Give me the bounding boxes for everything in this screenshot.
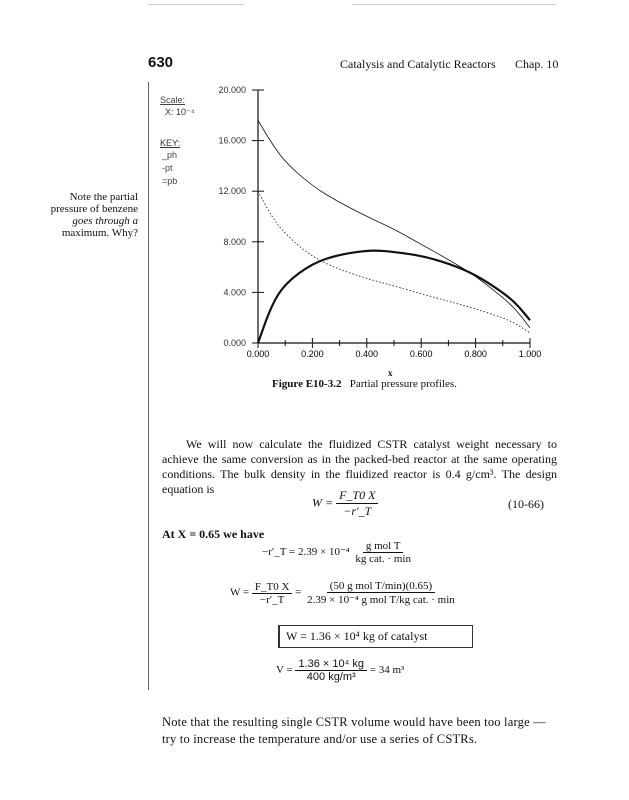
eq-denominator: 400 kg/m³ (306, 671, 356, 683)
eq-denominator: −r′_T (259, 593, 285, 606)
x-tick-label: 0.400 (356, 349, 379, 359)
series-line-ph (257, 191, 531, 334)
at-x-text: At X = 0.65 we have (162, 527, 265, 541)
legend-title: KEY: (160, 138, 181, 148)
eq-equals: = (295, 586, 302, 599)
x-tick-label: 0.000 (247, 349, 270, 359)
margin-note: Note the partial pressure of benzene goe… (10, 191, 138, 239)
y-tick-label: 0.000 (223, 338, 246, 348)
equation-number: (10-66) (508, 497, 544, 511)
margin-note-line: goes through a (72, 215, 138, 227)
y-tick-label: 20.000 (218, 85, 246, 95)
margin-rule (148, 82, 149, 690)
equation-10-66: W = F_T0 X −r′_T (312, 488, 379, 519)
eq-numerator: (50 g mol T/min)(0.65) (326, 580, 436, 593)
series-line-pb (256, 249, 531, 344)
series-line-pt (257, 120, 531, 329)
legend-entry-ph: _ph (162, 150, 178, 160)
page-number: 630 (148, 54, 174, 71)
y-tick-label: 4.000 (223, 287, 246, 297)
eq-lhs: −r′_T = 2.39 × 10⁻⁴ (262, 546, 350, 559)
eq-lhs: W = (230, 586, 250, 599)
volume-equation: V = 1.36 × 10⁴ kg 400 kg/m³ = 34 m³ (276, 658, 404, 683)
eq-numerator: F_T0 X (251, 581, 293, 594)
weight-calc-equation: W = F_T0 X −r′_T = (50 g mol T/min)(0.65)… (230, 580, 458, 606)
running-title: Catalysis and Catalytic Reactors (340, 57, 496, 71)
y-tick-label: 16.000 (218, 136, 246, 146)
paragraph: We will now calculate the fluidized CSTR… (162, 437, 557, 496)
eq-lhs: V = (276, 664, 293, 677)
x-tick-label: 0.200 (301, 349, 324, 359)
figure-label: Figure E10-3.2 (272, 378, 342, 390)
result-box: W = 1.36 × 10⁴ kg of catalyst (278, 625, 473, 648)
top-rule (148, 4, 244, 5)
chart-scale-value: X: 10⁻⁴ (165, 107, 195, 117)
y-tick-label: 8.000 (223, 237, 246, 247)
y-tick-label: 12.000 (218, 186, 246, 196)
x-tick-label: 0.600 (410, 349, 433, 359)
eq-denominator: −r′_T (343, 504, 372, 518)
eq-numerator: g mol T (362, 540, 404, 553)
legend-entry-pb: =pb (162, 176, 178, 186)
figure-caption-text: Partial pressure profiles. (349, 378, 457, 390)
eq-rhs: = 34 m³ (369, 664, 405, 677)
paragraph: Note that the resulting single CSTR volu… (162, 715, 546, 746)
eq-denominator: kg cat. · min (355, 553, 411, 565)
legend-entry-pt: -pt (162, 163, 173, 173)
partial-pressure-chart: 0.000 0.200 0.400 0.600 0.800 1.000 0.000 4.000… (218, 85, 542, 359)
eq-numerator: 1.36 × 10⁴ kg (295, 658, 368, 671)
top-rule (352, 4, 556, 5)
eq-denominator: 2.39 × 10⁻⁴ g mol T/kg cat. · min (307, 594, 455, 606)
eq-lhs: W = (312, 495, 334, 510)
x-tick-label: 1.000 (519, 349, 542, 359)
figure-caption: Figure E10-3.2 Partial pressure profiles… (272, 378, 457, 390)
x-axis-label: x (388, 368, 393, 378)
x-tick-label: 0.800 (464, 349, 487, 359)
chart-scale-label: Scale: (160, 95, 186, 105)
margin-note-line: Note the partial (69, 191, 138, 203)
eq-numerator: F_T0 X (336, 488, 379, 504)
margin-note-line: pressure of benzene (50, 203, 138, 215)
chapter-label: Chap. 10 (515, 57, 559, 71)
margin-note-line: maximum. Why? (61, 227, 138, 239)
